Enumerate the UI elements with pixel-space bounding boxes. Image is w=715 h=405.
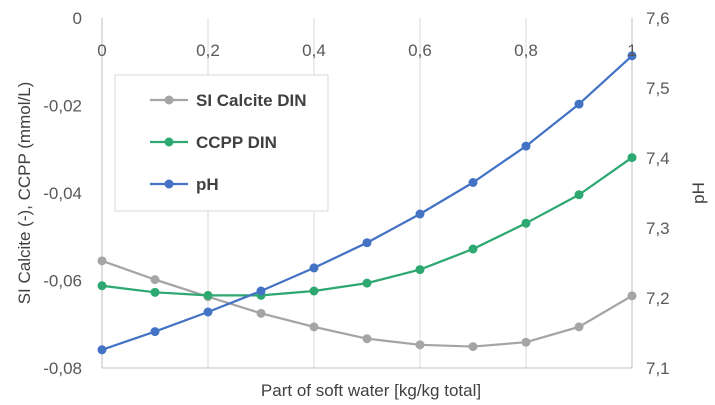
- legend: SI Calcite DIN CCPP DIN pH: [114, 74, 329, 212]
- data-point-ccpp-din: [97, 281, 107, 291]
- legend-swatch-marker: [164, 95, 174, 105]
- data-point-si-calcite-din: [97, 256, 107, 266]
- chart-axes: [101, 18, 633, 369]
- y-tick-label: -0,08: [43, 359, 82, 378]
- tick-labels: 0 0,2 0,4 0,6 0,8 1 0 -0,02 -0,04 -0,06 -0,08 7,6 7,…: [43, 9, 669, 378]
- y-tick-label: 0: [73, 9, 82, 28]
- data-point-si-calcite-din: [256, 308, 266, 318]
- data-point-si-calcite-din: [521, 337, 531, 347]
- legend-swatch-marker: [164, 137, 174, 147]
- data-point-ph: [468, 178, 478, 187]
- y2-tick-label: 7,6: [646, 9, 670, 28]
- data-point-si-calcite-din: [415, 340, 425, 350]
- y2-axis-title: pH: [689, 182, 708, 204]
- y-axis-title: SI Calcite (-), CCPP (mmol/L): [15, 82, 34, 305]
- series-line-si-calcite-din: [101, 259, 633, 348]
- legend-label: pH: [196, 175, 219, 194]
- y-tick-label: -0,02: [43, 97, 82, 116]
- x-axis-title: Part of soft water [kg/kg total]: [261, 381, 481, 400]
- x-tick-label: 0,2: [196, 41, 220, 60]
- data-point-ccpp-din: [521, 218, 531, 228]
- x-tick-label: 1: [627, 41, 636, 60]
- data-point-ph: [574, 99, 584, 109]
- y2-tick-label: 7,3: [646, 219, 670, 238]
- x-tick-label: 0,6: [408, 41, 432, 60]
- data-point-si-calcite-din: [150, 275, 160, 285]
- data-point-si-calcite-din: [309, 322, 319, 332]
- data-point-ccpp-din: [362, 278, 372, 288]
- x-tick-label: 0: [97, 41, 106, 60]
- data-point-si-calcite-din: [362, 334, 372, 344]
- data-point-ph: [150, 327, 160, 337]
- data-point-ccpp-din: [415, 265, 425, 275]
- data-point-ph: [309, 263, 319, 273]
- data-point-si-calcite-din: [627, 291, 637, 301]
- data-point-ph: [415, 209, 425, 219]
- data-point-ccpp-din: [150, 287, 160, 297]
- x-tick-label: 0,8: [514, 41, 538, 60]
- data-point-ccpp-din: [468, 244, 478, 254]
- legend-swatch-marker: [164, 179, 174, 189]
- y2-tick-label: 7,4: [646, 149, 670, 168]
- y-tick-label: -0,04: [43, 184, 82, 203]
- y-tick-label: -0,06: [43, 272, 82, 291]
- data-point-si-calcite-din: [574, 322, 584, 332]
- data-point-ccpp-din: [309, 286, 319, 296]
- data-point-si-calcite-din: [468, 342, 478, 352]
- data-point-ph: [97, 345, 107, 355]
- data-point-ph: [521, 141, 531, 151]
- data-point-ph: [203, 307, 213, 317]
- y2-tick-label: 7,1: [646, 359, 670, 378]
- x-tick-label: 0,4: [302, 41, 326, 60]
- series-markers: [97, 51, 637, 355]
- data-point-ccpp-din: [627, 153, 637, 163]
- data-point-ph: [627, 51, 637, 61]
- legend-label: CCPP DIN: [196, 133, 277, 152]
- y2-tick-label: 7,2: [646, 289, 670, 308]
- legend-label: SI Calcite DIN: [196, 91, 307, 110]
- data-point-ph: [256, 286, 266, 296]
- y2-tick-label: 7,5: [646, 79, 670, 98]
- data-point-ccpp-din: [574, 190, 584, 200]
- data-point-ph: [362, 238, 372, 248]
- data-point-ccpp-din: [203, 290, 213, 300]
